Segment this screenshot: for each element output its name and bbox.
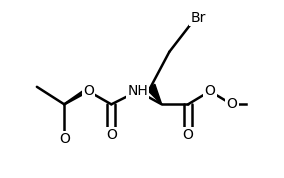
Polygon shape xyxy=(147,84,162,104)
Text: O: O xyxy=(83,84,94,98)
Text: Br: Br xyxy=(190,11,206,25)
Text: O: O xyxy=(59,132,70,146)
Text: O: O xyxy=(106,128,117,142)
Text: O: O xyxy=(183,128,193,142)
Text: O: O xyxy=(226,97,237,111)
Text: O: O xyxy=(204,84,215,98)
Text: NH: NH xyxy=(127,84,148,98)
